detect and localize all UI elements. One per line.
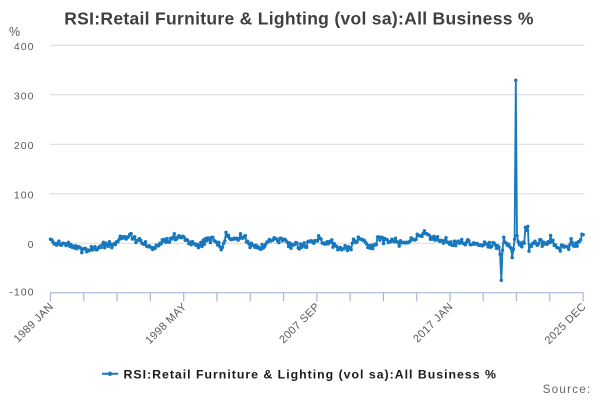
svg-text:%: %	[9, 25, 20, 39]
svg-text:0: 0	[28, 239, 35, 251]
svg-text:100: 100	[14, 190, 35, 202]
svg-text:RSI:Retail Furniture & Lightin: RSI:Retail Furniture & Lighting (vol sa)…	[64, 8, 534, 28]
svg-text:RSI:Retail Furniture & Lightin: RSI:Retail Furniture & Lighting (vol sa)…	[124, 368, 497, 382]
svg-text:300: 300	[14, 91, 35, 103]
svg-text:-100: -100	[9, 286, 34, 298]
svg-text:200: 200	[14, 140, 35, 152]
svg-text:400: 400	[14, 41, 35, 53]
svg-text:Source:: Source:	[543, 384, 592, 396]
